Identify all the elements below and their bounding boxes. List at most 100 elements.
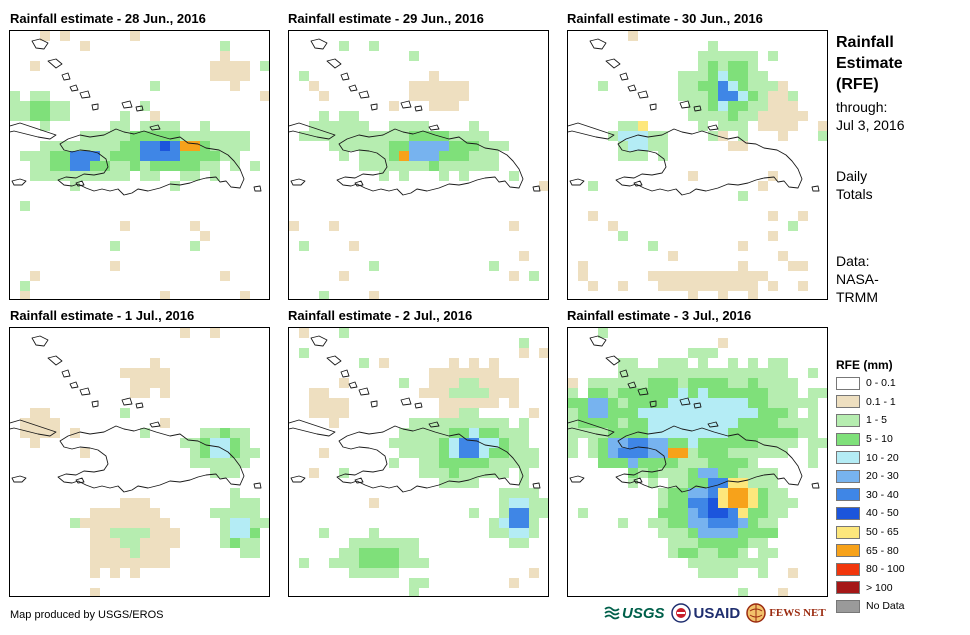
rainfall-cell bbox=[230, 71, 240, 81]
rainfall-cell bbox=[748, 538, 758, 548]
rainfall-cell bbox=[349, 131, 359, 141]
rainfall-cell bbox=[748, 91, 758, 101]
rainfall-cell bbox=[608, 378, 618, 388]
rainfall-cell bbox=[638, 448, 648, 458]
rainfall-cell bbox=[688, 418, 698, 428]
rainfall-cell bbox=[140, 428, 150, 438]
rainfall-cell bbox=[768, 121, 778, 131]
rainfall-map-29-jun bbox=[288, 30, 549, 300]
rainfall-cell bbox=[339, 41, 349, 51]
rainfall-cell bbox=[788, 221, 798, 231]
rainfall-cell bbox=[738, 448, 748, 458]
rainfall-cell bbox=[379, 568, 389, 578]
rainfall-cell bbox=[748, 518, 758, 528]
rainfall-cell bbox=[499, 458, 509, 468]
rainfall-cell bbox=[299, 348, 309, 358]
rainfall-cell bbox=[469, 408, 479, 418]
rainfall-map-28-jun bbox=[9, 30, 270, 300]
rainfall-cell bbox=[668, 378, 678, 388]
rainfall-cell bbox=[539, 498, 548, 508]
rainfall-cell bbox=[738, 378, 748, 388]
rainfall-cell bbox=[698, 101, 708, 111]
rainfall-cell bbox=[738, 438, 748, 448]
rainfall-cell bbox=[479, 438, 489, 448]
rainfall-cell bbox=[439, 378, 449, 388]
rainfall-cell bbox=[459, 368, 469, 378]
rainfall-cell bbox=[688, 348, 698, 358]
rainfall-cell bbox=[648, 408, 658, 418]
rainfall-cell bbox=[768, 378, 778, 388]
rainfall-cell bbox=[808, 438, 818, 448]
rainfall-cell bbox=[688, 398, 698, 408]
rainfall-cell bbox=[230, 518, 240, 528]
rainfall-cell bbox=[359, 161, 369, 171]
rainfall-cell bbox=[618, 231, 628, 241]
rainfall-cell bbox=[409, 51, 419, 61]
rainfall-cell bbox=[319, 528, 329, 538]
rainfall-cell bbox=[519, 438, 529, 448]
rainfall-cell bbox=[30, 438, 40, 448]
rainfall-cell bbox=[688, 291, 698, 299]
rainfall-cell bbox=[808, 418, 818, 428]
rainfall-cell bbox=[758, 478, 768, 488]
rainfall-cell bbox=[40, 101, 50, 111]
rainfall-cell bbox=[419, 81, 429, 91]
rainfall-cell bbox=[768, 448, 778, 458]
rainfall-cell bbox=[509, 388, 519, 398]
rainfall-cell bbox=[20, 151, 30, 161]
rainfall-cell bbox=[698, 538, 708, 548]
rainfall-cell bbox=[598, 81, 608, 91]
map-credit: Map produced by USGS/EROS bbox=[10, 609, 164, 621]
rainfall-cell bbox=[698, 348, 708, 358]
island-coastline bbox=[91, 103, 99, 111]
rainfall-cell bbox=[728, 51, 738, 61]
island-coastline bbox=[400, 397, 412, 406]
rainfall-cell bbox=[389, 121, 399, 131]
rainfall-cell bbox=[349, 121, 359, 131]
rainfall-cell bbox=[359, 548, 369, 558]
rainfall-cell bbox=[379, 171, 389, 181]
rainfall-cell bbox=[748, 458, 758, 468]
rainfall-cell bbox=[160, 518, 170, 528]
rainfall-cell bbox=[80, 151, 90, 161]
island-coastline bbox=[310, 38, 328, 50]
rainfall-cell bbox=[678, 408, 688, 418]
rfe-legend: RFE (mm) 0 - 0.1 0.1 - 1 1 - 5 5 - 10 10 - 2… bbox=[836, 358, 905, 616]
rainfall-cell bbox=[778, 438, 788, 448]
rainfall-cell bbox=[519, 478, 529, 488]
rainfall-cell bbox=[210, 448, 220, 458]
legend-class-0: 0 - 0.1 bbox=[836, 374, 905, 393]
rainfall-cell bbox=[110, 121, 120, 131]
rainfall-cell bbox=[688, 518, 698, 528]
rainfall-cell bbox=[728, 378, 738, 388]
legend-label: 50 - 65 bbox=[866, 526, 899, 539]
rainfall-cell bbox=[40, 91, 50, 101]
rainfall-cell bbox=[140, 131, 150, 141]
rainfall-cell bbox=[120, 538, 130, 548]
rainfall-cell bbox=[509, 488, 519, 498]
rainfall-cell bbox=[798, 261, 808, 271]
rainfall-cell bbox=[110, 171, 120, 181]
rainfall-cell bbox=[70, 428, 80, 438]
rainfall-cell bbox=[529, 271, 539, 281]
rainfall-cell bbox=[758, 71, 768, 81]
rainfall-cell bbox=[728, 271, 738, 281]
hispaniola-coastline bbox=[57, 128, 245, 196]
rainfall-cell bbox=[708, 398, 718, 408]
rainfall-cell bbox=[319, 121, 329, 131]
rainfall-cell bbox=[369, 141, 379, 151]
rainfall-cell bbox=[170, 161, 180, 171]
rainfall-cell bbox=[718, 111, 728, 121]
rainfall-cell bbox=[100, 151, 110, 161]
rainfall-cell bbox=[489, 388, 499, 398]
rainfall-cell bbox=[668, 358, 678, 368]
rainfall-cell bbox=[40, 151, 50, 161]
rainfall-cell bbox=[150, 538, 160, 548]
rainfall-cell bbox=[409, 448, 419, 458]
rainfall-cell bbox=[170, 538, 180, 548]
island-coastline bbox=[91, 400, 99, 408]
rainfall-cell bbox=[688, 448, 698, 458]
rainfall-cell bbox=[598, 328, 608, 338]
rainfall-cell bbox=[60, 31, 70, 41]
rainfall-cell bbox=[499, 428, 509, 438]
